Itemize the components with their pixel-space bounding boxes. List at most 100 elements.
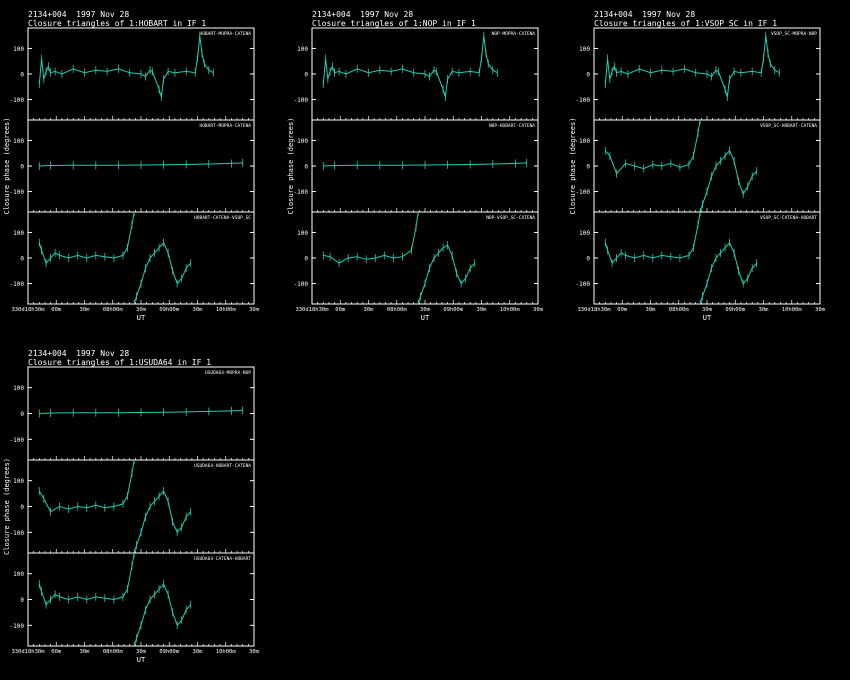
x-tick-label: 08h00m bbox=[103, 307, 124, 313]
y-axis-label: Closure phase (degrees) bbox=[287, 118, 295, 215]
y-axis-label: Closure phase (degrees) bbox=[3, 458, 11, 555]
panel-label: HOBART-MOPRA-CATENA bbox=[200, 123, 252, 129]
chart-header: 2134+004 1997 Nov 28 bbox=[28, 10, 130, 19]
series-line bbox=[38, 553, 135, 606]
y-axis-label: Closure phase (degrees) bbox=[3, 118, 11, 215]
x-tick-label: 00m bbox=[51, 307, 62, 313]
panel-label: VSOP_SC-CATENA-HOBART bbox=[760, 215, 817, 221]
x-tick-label: 330d18h30m bbox=[11, 307, 45, 313]
chart-title: Closure triangles of 1:NOP in IF 1 bbox=[312, 19, 476, 28]
panel-label: NOP-VSOP_SC-CATENA bbox=[486, 215, 535, 221]
y-tick-label: 0 bbox=[20, 164, 24, 171]
y-tick-label: 100 bbox=[297, 230, 308, 237]
y-tick-label: 100 bbox=[579, 138, 590, 145]
y-tick-label: 0 bbox=[586, 72, 590, 79]
x-tick-label: 30m bbox=[815, 307, 826, 313]
y-tick-label: -100 bbox=[294, 281, 309, 288]
y-tick-label: 100 bbox=[13, 385, 24, 392]
y-tick-label: 100 bbox=[297, 46, 308, 53]
y-tick-label: -100 bbox=[10, 623, 25, 630]
y-tick-label: 0 bbox=[304, 256, 308, 263]
x-tick-label: 30m bbox=[193, 649, 204, 655]
x-tick-label: 30m bbox=[533, 307, 544, 313]
y-tick-label: 0 bbox=[20, 411, 24, 418]
x-tick-label: 00m bbox=[617, 307, 628, 313]
series-line bbox=[38, 212, 135, 265]
y-tick-label: 0 bbox=[20, 504, 24, 511]
x-tick-label: 08h00m bbox=[387, 307, 408, 313]
y-tick-label: 0 bbox=[20, 72, 24, 79]
panel-label: USUDA64-CATENA-HOBART bbox=[194, 556, 251, 562]
x-tick-label: 30m bbox=[136, 307, 147, 313]
x-tick-label: 09h00m bbox=[443, 307, 464, 313]
y-tick-label: -100 bbox=[10, 97, 25, 104]
y-tick-label: -100 bbox=[294, 189, 309, 196]
series-line bbox=[699, 149, 758, 212]
y-tick-label: 100 bbox=[13, 478, 24, 485]
x-tick-label: 30m bbox=[646, 307, 657, 313]
y-tick-label: 100 bbox=[13, 571, 24, 578]
y-axis-label: Closure phase (degrees) bbox=[569, 118, 577, 215]
x-tick-label: 30m bbox=[249, 649, 260, 655]
series-line bbox=[133, 241, 192, 304]
x-axis-label: UT bbox=[137, 656, 146, 664]
x-tick-label: 10h00m bbox=[500, 307, 521, 313]
y-tick-label: 100 bbox=[579, 46, 590, 53]
x-tick-label: 10h00m bbox=[216, 307, 237, 313]
y-tick-label: 0 bbox=[304, 72, 308, 79]
x-tick-label: 330d18h30m bbox=[295, 307, 329, 313]
series-line bbox=[604, 120, 701, 175]
panel-label: HOBART-MOPRA-CATENA bbox=[200, 31, 252, 37]
x-tick-label: 330d18h30m bbox=[11, 649, 45, 655]
chart-title: Closure triangles of 1:HOBART in IF 1 bbox=[28, 19, 207, 28]
x-axis-label: UT bbox=[137, 314, 146, 322]
x-tick-label: 30m bbox=[477, 307, 488, 313]
x-tick-label: 09h00m bbox=[725, 307, 746, 313]
x-tick-label: 330d18h30m bbox=[577, 307, 611, 313]
y-tick-label: 0 bbox=[586, 256, 590, 263]
y-tick-label: -100 bbox=[10, 437, 25, 444]
chart-title: Closure triangles of 1:USUDA64 in IF 1 bbox=[28, 358, 212, 367]
x-tick-label: 08h00m bbox=[669, 307, 690, 313]
chart-header: 2134+004 1997 Nov 28 bbox=[312, 10, 414, 19]
chart-header: 2134+004 1997 Nov 28 bbox=[594, 10, 696, 19]
x-tick-label: 30m bbox=[364, 307, 375, 313]
y-tick-label: -100 bbox=[10, 189, 25, 196]
series-line bbox=[417, 244, 476, 304]
x-axis-label: UT bbox=[703, 314, 712, 322]
x-tick-label: 30m bbox=[702, 307, 713, 313]
y-tick-label: -100 bbox=[576, 281, 591, 288]
x-tick-label: 30m bbox=[80, 307, 91, 313]
x-tick-label: 10h00m bbox=[782, 307, 803, 313]
series-line bbox=[133, 490, 192, 553]
x-tick-label: 00m bbox=[51, 649, 62, 655]
x-tick-label: 08h00m bbox=[103, 649, 124, 655]
panel-label: VSOP_SC-MOPRA-NOP bbox=[771, 31, 817, 37]
x-tick-label: 30m bbox=[136, 649, 147, 655]
x-tick-label: 30m bbox=[249, 307, 260, 313]
y-tick-label: 0 bbox=[20, 597, 24, 604]
y-tick-label: 100 bbox=[13, 138, 24, 145]
panel-frame bbox=[27, 459, 255, 554]
y-tick-label: 100 bbox=[13, 46, 24, 53]
panel-label: NOP-MOPRA-CATENA bbox=[492, 31, 536, 37]
x-tick-label: 10h00m bbox=[216, 649, 237, 655]
x-tick-label: 30m bbox=[193, 307, 204, 313]
y-tick-label: 0 bbox=[304, 164, 308, 171]
panel-label: USUDA64-HOBART-CATENA bbox=[194, 463, 251, 469]
series-line bbox=[699, 241, 758, 304]
x-tick-label: 09h00m bbox=[159, 307, 180, 313]
y-tick-label: 100 bbox=[13, 230, 24, 237]
y-tick-label: -100 bbox=[294, 97, 309, 104]
panel-label: HOBART-CATENA-VSOP_SC bbox=[194, 215, 251, 221]
panel-label: USUDA64-MOPRA-NOP bbox=[205, 370, 251, 376]
y-tick-label: -100 bbox=[576, 97, 591, 104]
x-tick-label: 30m bbox=[80, 649, 91, 655]
x-tick-label: 00m bbox=[335, 307, 346, 313]
x-tick-label: 09h00m bbox=[159, 649, 180, 655]
chart-title: Closure triangles of 1:VSOP_SC in IF 1 bbox=[594, 19, 778, 28]
